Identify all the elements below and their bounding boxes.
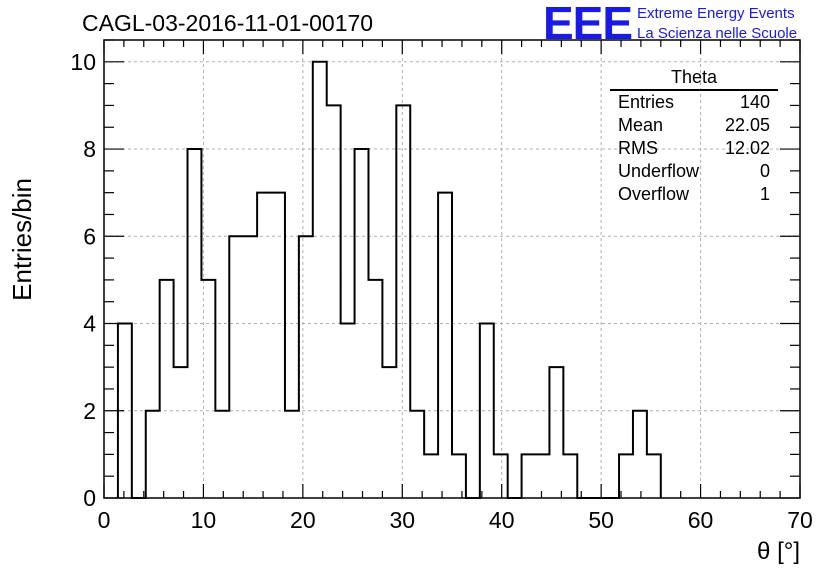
y-tick-label: 8 xyxy=(83,136,96,162)
histogram-bin xyxy=(201,280,215,498)
stats-label: Underflow xyxy=(618,161,700,181)
x-axis-label: θ [°] xyxy=(757,538,800,565)
histogram-bin xyxy=(410,411,424,498)
stats-row-underflow: Underflow 0 xyxy=(610,160,778,183)
histogram-bin xyxy=(480,324,494,498)
stats-row-mean: Mean 22.05 xyxy=(610,114,778,137)
x-tick-label: 70 xyxy=(787,507,813,533)
stats-value: 0 xyxy=(759,161,770,181)
logo-caption: Extreme Energy Events La Scienza nelle S… xyxy=(637,4,797,44)
x-tick-label: 30 xyxy=(389,507,415,533)
histogram-bin xyxy=(452,454,466,498)
y-tick-label: 0 xyxy=(83,485,96,511)
plot-title: CAGL-03-2016-11-01-00170 xyxy=(82,10,374,36)
stats-label: Overflow xyxy=(618,184,690,204)
histogram-bin xyxy=(299,236,313,498)
stats-label: Entries xyxy=(618,92,675,112)
y-tick-label: 10 xyxy=(70,49,96,75)
stats-value: 1 xyxy=(759,184,770,204)
y-axis-label: Entries/bin xyxy=(7,178,37,301)
histogram-bin xyxy=(563,454,577,498)
x-tick-label: 20 xyxy=(290,507,316,533)
histogram-bin xyxy=(271,193,285,498)
histogram-bin xyxy=(341,324,355,498)
histogram-bin xyxy=(174,367,188,498)
axis-ticks xyxy=(103,39,801,499)
histogram-bin xyxy=(146,411,160,498)
x-tick-label: 50 xyxy=(588,507,614,533)
y-tick-label: 4 xyxy=(83,311,96,337)
histogram-bin xyxy=(215,411,229,498)
plot-frame xyxy=(103,39,801,499)
histogram-bin xyxy=(522,454,536,498)
eee-logo: EEE xyxy=(543,0,633,49)
histogram-bin xyxy=(396,105,410,498)
histogram-bin xyxy=(549,367,563,498)
x-tick-label: 10 xyxy=(191,507,217,533)
histogram-bin xyxy=(424,454,438,498)
logo-caption-line-2: La Scienza nelle Scuole xyxy=(637,25,798,42)
stats-value: 12.02 xyxy=(724,138,770,158)
x-tick-label: 0 xyxy=(98,507,111,533)
stats-row-rms: RMS 12.02 xyxy=(610,137,778,160)
histogram-bin xyxy=(188,149,202,498)
histogram-bin xyxy=(229,236,243,498)
stats-value: 22.05 xyxy=(724,115,770,135)
histogram-series xyxy=(116,60,662,499)
stats-row-overflow: Overflow 1 xyxy=(610,183,778,206)
histogram-bin xyxy=(313,62,327,498)
histogram-bin xyxy=(368,280,382,498)
histogram-bin xyxy=(160,280,174,498)
y-tick-label: 2 xyxy=(83,398,96,424)
logo-caption-line-1: Extreme Energy Events xyxy=(637,5,795,22)
x-tick-label: 40 xyxy=(489,507,515,533)
histogram-bin xyxy=(536,454,550,498)
y-tick-label: 6 xyxy=(83,223,96,249)
x-tick-label: 60 xyxy=(688,507,714,533)
histogram-bin xyxy=(494,454,508,498)
histogram-bin xyxy=(382,367,396,498)
histogram-bin xyxy=(355,149,369,498)
histogram-bin xyxy=(285,411,299,498)
histogram-bin xyxy=(633,411,647,498)
histogram-bin xyxy=(438,193,452,498)
stats-value: 140 xyxy=(739,92,770,112)
histogram-outline xyxy=(116,60,662,499)
stats-row-entries: Entries 140 xyxy=(610,91,778,114)
stats-box: Theta Entries 140 Mean 22.05 RMS 12.02 U… xyxy=(610,66,778,206)
stats-box-title: Theta xyxy=(610,66,778,91)
stats-label: RMS xyxy=(618,138,658,158)
stats-label: Mean xyxy=(618,115,664,135)
histogram-bin xyxy=(647,454,661,498)
histogram-bin xyxy=(327,105,341,498)
histogram-bin xyxy=(257,193,271,498)
histogram-bin xyxy=(243,236,257,498)
